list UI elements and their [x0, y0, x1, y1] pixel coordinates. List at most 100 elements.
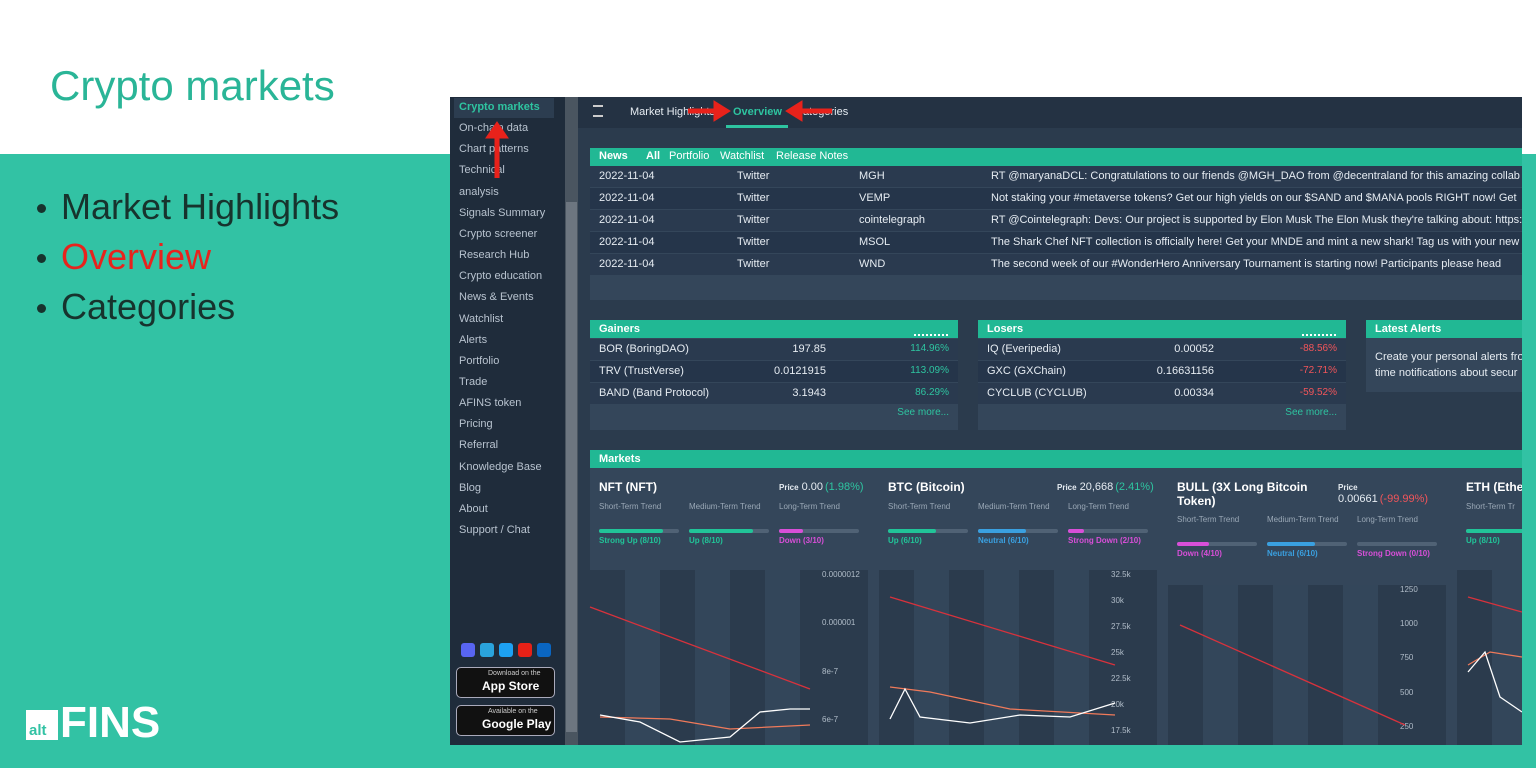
news-cell: VEMP [859, 192, 891, 204]
sidebar-item[interactable]: Trade [459, 375, 488, 388]
coin-price: 0.00052 [1174, 343, 1214, 355]
coin-name: IQ (Everipedia) [987, 343, 1061, 355]
logo-big: FINS [60, 698, 161, 747]
news-row[interactable] [590, 166, 1522, 187]
sidebar-item[interactable]: Technical [459, 164, 505, 177]
trend-label: Long-Term Trend [779, 502, 840, 511]
news-row[interactable] [590, 232, 1522, 253]
coin-name: BAND (Band Protocol) [599, 387, 710, 399]
sidebar-item[interactable]: AFINS token [459, 397, 522, 410]
sidebar-item[interactable]: Watchlist [459, 312, 504, 325]
hamburger[interactable] [593, 105, 603, 117]
news-row[interactable] [590, 188, 1522, 209]
gainers-row[interactable] [590, 383, 958, 404]
news-cell: MSOL [859, 236, 891, 248]
nav-tab[interactable]: Overview [733, 106, 782, 118]
bullet-dot [37, 254, 46, 263]
coin-change: -88.56% [1299, 343, 1337, 354]
sidebar-item[interactable]: Knowledge Base [459, 460, 542, 473]
sidebar-item[interactable]: Support / Chat [459, 524, 530, 536]
price: 0.00 [801, 481, 823, 493]
axis-label: 250 [1400, 721, 1414, 731]
losers-row[interactable] [978, 339, 1346, 360]
news-cell: MGH [859, 170, 885, 182]
card-name: BTC (Bitcoin) [888, 480, 965, 494]
sidebar-item[interactable]: Portfolio [459, 354, 500, 367]
sidebar-item[interactable]: Referral [459, 439, 499, 452]
coin-change: 86.29% [915, 387, 949, 398]
gainers-title: Gainers [599, 323, 640, 335]
trend-value: Strong Up (8/10) [599, 536, 661, 545]
price-label: Price [1057, 483, 1077, 492]
news-tab[interactable]: News [599, 150, 628, 162]
alerts-text: Create your personal alerts fro [1375, 351, 1522, 363]
news-row[interactable] [590, 254, 1522, 275]
trend-bar [1177, 542, 1209, 546]
coin-price: 0.16631156 [1156, 365, 1214, 377]
social-icon[interactable] [537, 643, 551, 657]
news-row[interactable] [590, 210, 1522, 231]
trend-label: Short-Term Trend [888, 502, 951, 511]
sidebar-item[interactable]: Crypto markets [459, 101, 540, 113]
coin-change: 114.96% [910, 343, 949, 354]
news-cell: The Shark Chef NFT collection is officia… [991, 236, 1520, 248]
sidebar-item[interactable]: News & Events [459, 291, 534, 304]
news-cell: WND [859, 258, 886, 270]
see-more[interactable]: See more... [1285, 407, 1337, 418]
news-cell: 2022-11-04 [599, 236, 655, 248]
gainers-row[interactable] [590, 339, 958, 360]
axis-label: 22.5k [1111, 674, 1131, 683]
price-label: Price [1338, 483, 1358, 492]
news-tab[interactable]: All [646, 150, 661, 162]
trend-value: Down (3/10) [779, 536, 824, 545]
sidebar-item[interactable]: Pricing [459, 418, 493, 431]
store-badge[interactable] [456, 667, 555, 698]
chart-line [599, 708, 810, 743]
news-cell: 2022-11-04 [599, 192, 655, 204]
sidebar-item[interactable]: analysis [459, 185, 499, 198]
axis-label: 32.5k [1111, 570, 1131, 579]
store-badge[interactable] [456, 705, 555, 736]
social-icon[interactable] [461, 643, 475, 657]
trend-value: Strong Down (2/10) [1068, 536, 1141, 545]
sidebar-item[interactable]: Blog [459, 481, 482, 494]
social-icon[interactable] [480, 643, 494, 657]
trend-label: Long-Term Trend [1357, 515, 1418, 524]
axis-label: 25k [1111, 648, 1124, 657]
logo-box [26, 710, 58, 740]
bullet-text: Market Highlights [61, 186, 340, 227]
sidebar-item[interactable]: Crypto education [459, 270, 543, 283]
panel-icons[interactable] [1302, 325, 1336, 336]
social-icon[interactable] [499, 643, 513, 657]
sidebar-item[interactable]: Alerts [459, 333, 488, 346]
losers-row[interactable] [978, 383, 1346, 404]
topbar [578, 97, 1522, 128]
price: 0.00661 [1338, 493, 1378, 505]
sidebar-item[interactable]: About [459, 502, 488, 515]
news-tab[interactable]: Portfolio [669, 150, 710, 162]
see-more[interactable]: See more... [897, 407, 949, 418]
screenshot: Crypto markets On-chain data Chart pattern… [450, 97, 1522, 745]
trend-value: Up (8/10) [689, 536, 723, 545]
axis-label: 750 [1400, 653, 1414, 663]
news-tab[interactable]: Watchlist [720, 150, 765, 162]
axis-label: 30k [1111, 596, 1124, 605]
gainers-row[interactable] [590, 361, 958, 382]
social-icon[interactable] [518, 643, 532, 657]
losers-row[interactable] [978, 361, 1346, 382]
news-tab[interactable]: Release Notes [776, 150, 849, 162]
badge-big: Google Play [482, 717, 552, 731]
gainers-header [590, 320, 958, 338]
coin-price: 197.85 [792, 343, 826, 355]
panel-icons[interactable] [914, 325, 948, 336]
sidebar-item[interactable]: Research Hub [459, 249, 530, 262]
axis-label: 20k [1111, 700, 1124, 709]
coin-price: 0.00334 [1174, 387, 1214, 399]
trend-label: Medium-Term Trend [1267, 515, 1339, 524]
sidebar-item[interactable]: Signals Summary [459, 206, 546, 219]
coin-price: 3.1943 [792, 387, 826, 399]
sidebar-item[interactable]: Crypto screener [459, 227, 538, 240]
trend-label: Medium-Term Trend [689, 502, 761, 511]
sidebar-item[interactable]: Chart patterns [459, 143, 529, 156]
